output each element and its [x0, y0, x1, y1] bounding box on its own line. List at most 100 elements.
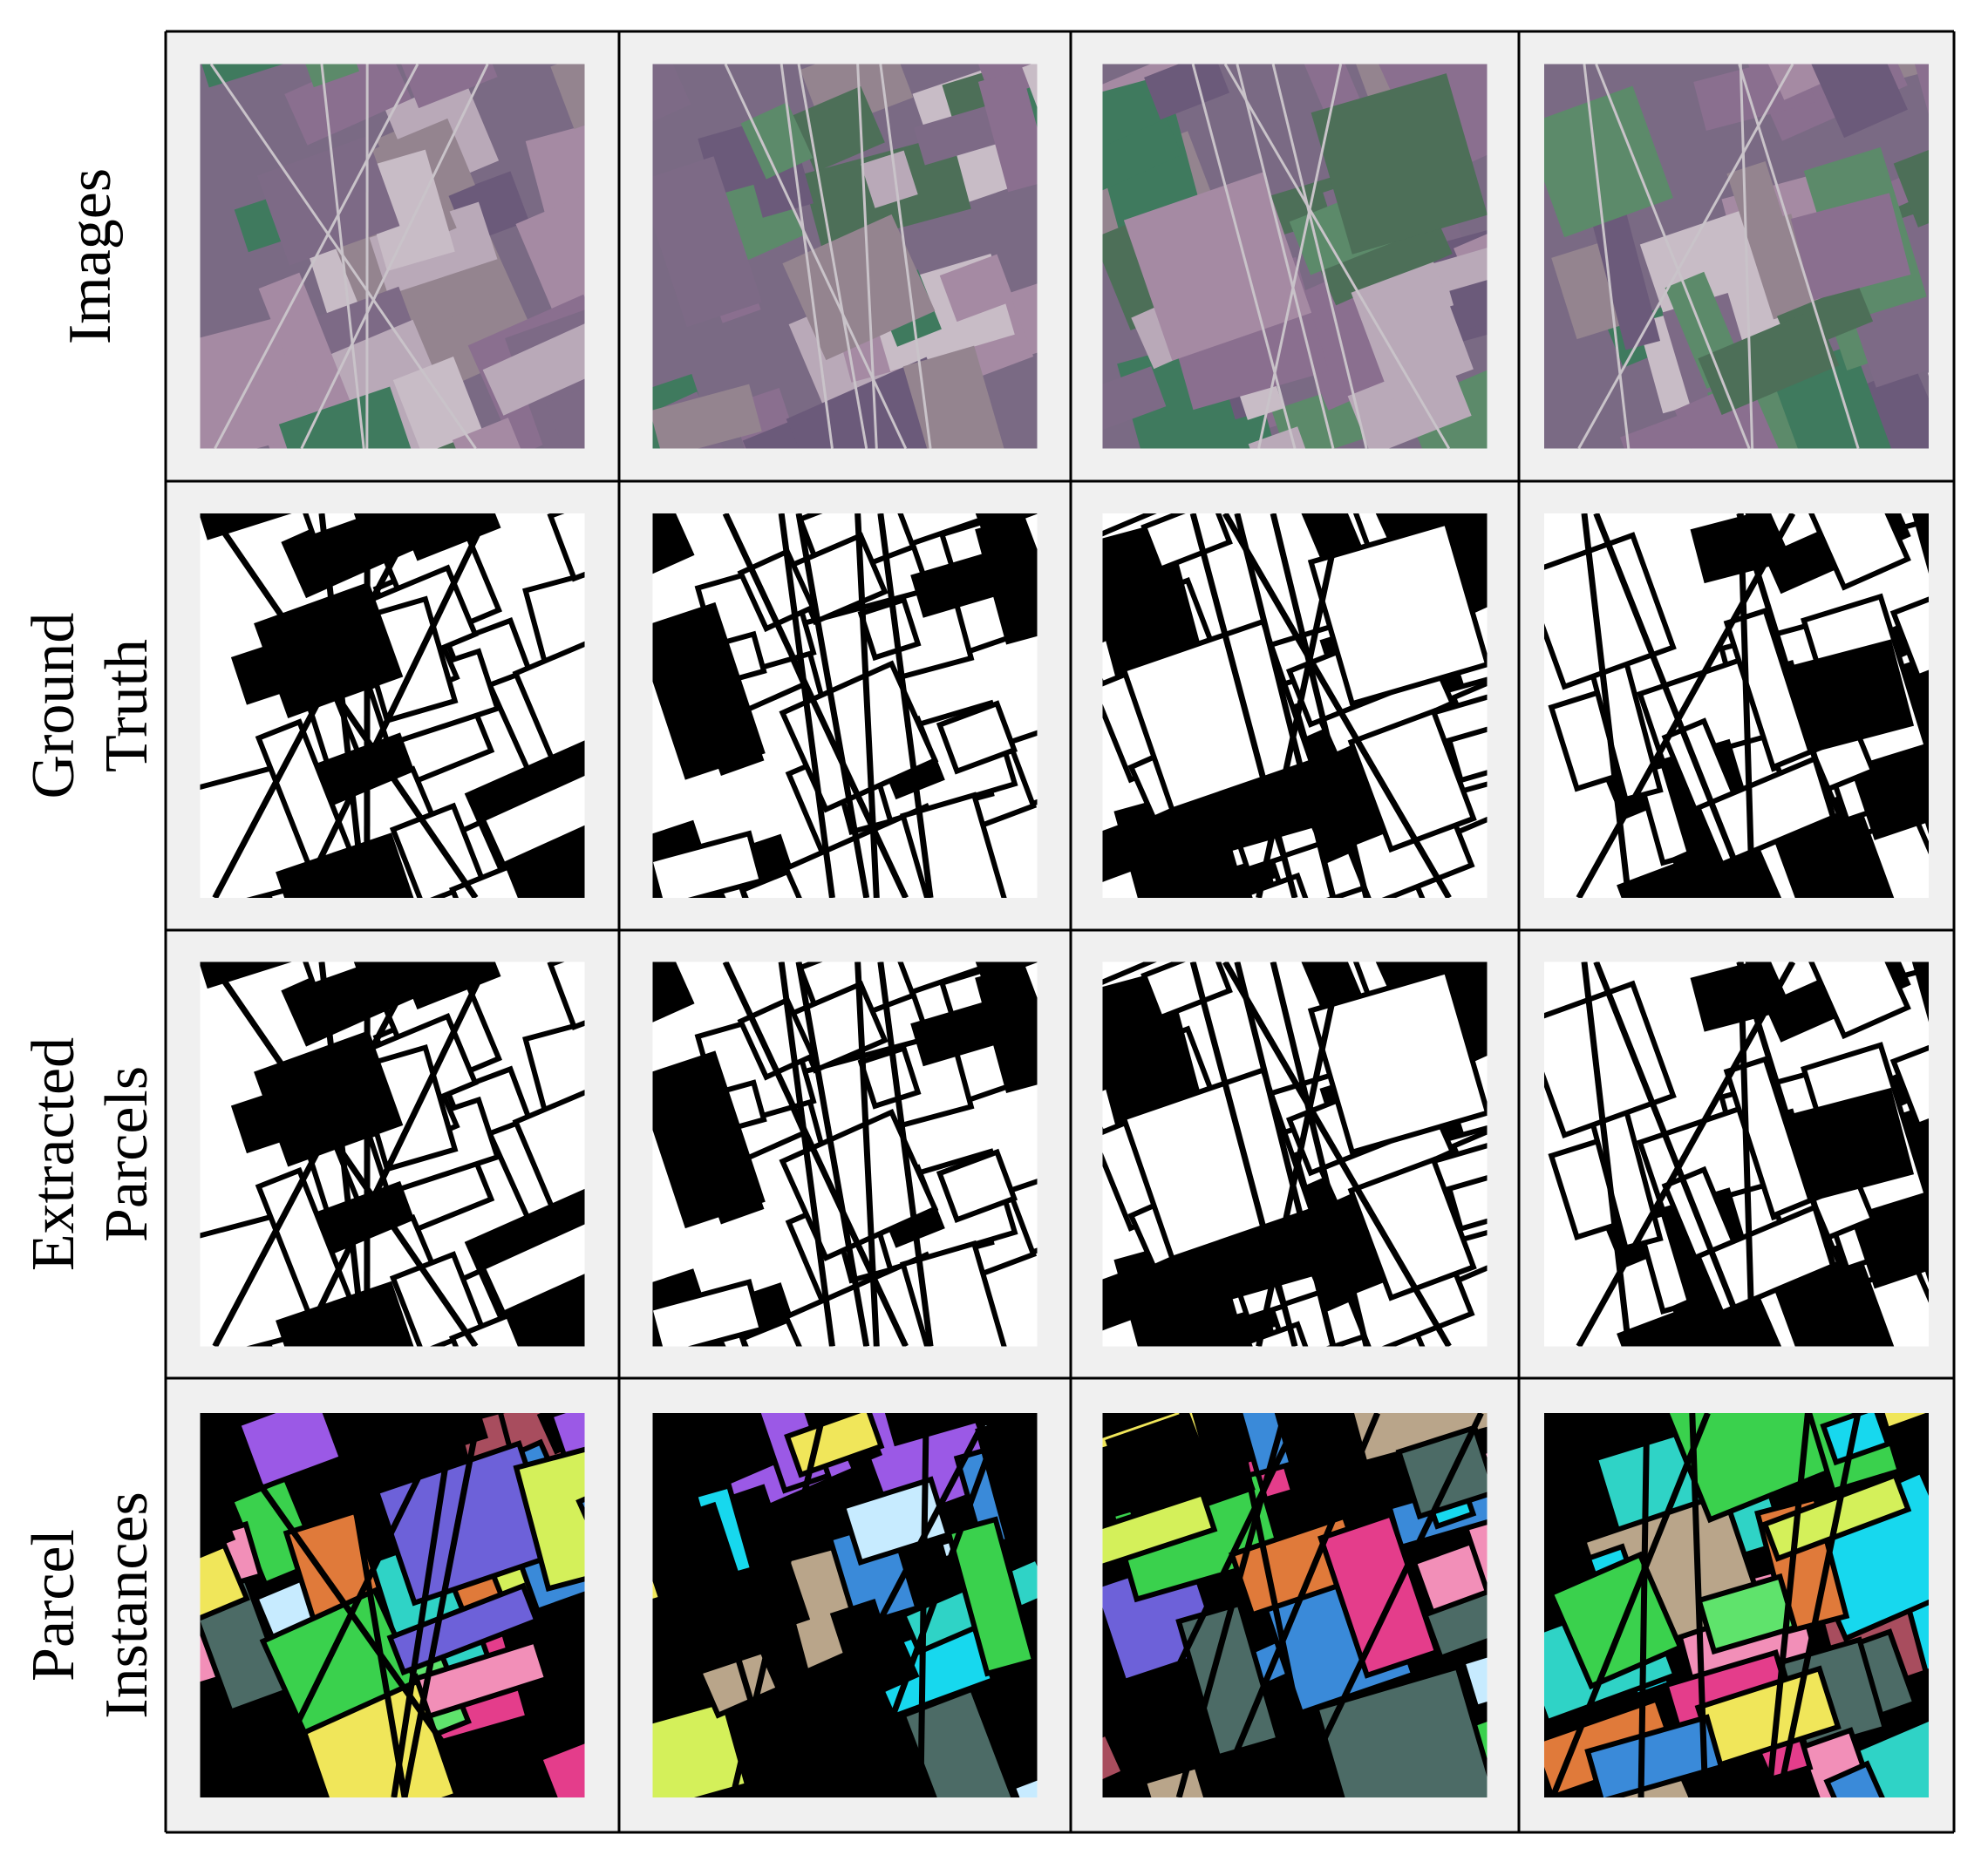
- image-panel: [652, 64, 1038, 449]
- field-boundary: [1234, 513, 1337, 898]
- field: [879, 1413, 1038, 1447]
- field-boundary: [729, 1413, 827, 1797]
- field: [1307, 519, 1488, 707]
- field: [1801, 961, 1911, 1040]
- field-boundary: [877, 961, 934, 1347]
- field: [652, 1697, 751, 1797]
- field: [284, 64, 412, 146]
- row-label: Truth: [93, 639, 160, 772]
- field-boundary: [1189, 513, 1298, 898]
- field-boundary: [214, 64, 419, 449]
- field: [936, 1148, 1018, 1224]
- field-boundary: [1270, 961, 1370, 1347]
- field: [899, 792, 1018, 898]
- field-boundary: [1191, 64, 1297, 449]
- field: [652, 830, 766, 898]
- field-boundary: [1232, 1413, 1318, 1797]
- field: [1351, 262, 1474, 400]
- field: [1102, 564, 1186, 647]
- image-panel: [200, 64, 585, 449]
- field-boundary: [1593, 513, 1753, 898]
- field: [945, 1516, 1038, 1677]
- field: [513, 1444, 585, 1593]
- field-boundary: [1576, 961, 1796, 1347]
- field: [292, 961, 363, 989]
- field: [902, 345, 1015, 449]
- field-boundary: [1256, 961, 1345, 1347]
- field: [1889, 1010, 1929, 1129]
- field: [1694, 1203, 1843, 1316]
- field: [258, 272, 351, 417]
- field: [1770, 343, 1907, 449]
- field-boundary: [1775, 1413, 1862, 1797]
- field-boundary: [212, 961, 421, 1347]
- field-boundary: [1222, 961, 1452, 1347]
- field-boundary: [1215, 1413, 1380, 1797]
- field-boundary: [1577, 64, 1794, 449]
- field: [1835, 1704, 1929, 1797]
- field-boundary: [1257, 64, 1343, 449]
- field: [482, 309, 585, 416]
- field: [1805, 64, 1908, 139]
- field: [899, 1685, 1027, 1797]
- field: [861, 150, 918, 208]
- row-label: Images: [57, 168, 124, 344]
- field-boundary: [917, 1413, 929, 1797]
- field-boundary: [1222, 513, 1452, 898]
- field: [652, 513, 695, 575]
- field: [782, 214, 936, 361]
- field-boundary: [1581, 961, 1632, 1347]
- field: [1449, 265, 1488, 331]
- field: [448, 1312, 532, 1347]
- field: [1175, 1600, 1283, 1761]
- field: [652, 961, 695, 1023]
- field-boundary: [212, 513, 421, 898]
- field: [1102, 1729, 1127, 1794]
- field: [1801, 513, 1911, 591]
- field: [452, 418, 528, 449]
- field: [652, 384, 762, 449]
- image-panel: [1102, 961, 1488, 1347]
- field-boundary: [209, 64, 477, 449]
- field: [1395, 1424, 1488, 1520]
- field: [726, 1733, 812, 1797]
- field: [963, 64, 1038, 102]
- field: [1790, 193, 1911, 301]
- field-boundary: [1236, 64, 1335, 449]
- field: [1123, 172, 1312, 361]
- field: [1347, 708, 1477, 853]
- field: [652, 156, 763, 328]
- field: [1446, 711, 1488, 784]
- field: [1317, 1511, 1440, 1679]
- field: [1102, 812, 1170, 889]
- image-panel: [1544, 64, 1929, 449]
- field: [1889, 562, 1929, 681]
- field: [1761, 64, 1878, 100]
- row-label: Ground: [20, 613, 87, 799]
- field: [1140, 961, 1233, 1022]
- image-panel: [200, 1413, 585, 1797]
- field-boundary: [1739, 64, 1754, 449]
- image-panel: [652, 1413, 1038, 1797]
- field-boundary: [1112, 1413, 1304, 1797]
- image-panel: [1102, 513, 1488, 898]
- field: [652, 601, 766, 780]
- field-boundary: [258, 1413, 453, 1797]
- field: [652, 1050, 766, 1229]
- field-boundary: [1549, 1413, 1711, 1797]
- field: [1014, 1659, 1038, 1761]
- image-panel: [1544, 513, 1929, 898]
- field: [479, 756, 585, 869]
- field-boundary: [1637, 1413, 1651, 1797]
- field: [200, 513, 334, 540]
- field-boundary: [298, 961, 491, 1347]
- image-panel: [1544, 1413, 1929, 1797]
- field: [1584, 1714, 1725, 1797]
- field-boundary: [784, 1413, 991, 1797]
- image-panel: [652, 961, 1038, 1347]
- field: [545, 366, 585, 449]
- field: [1446, 1159, 1488, 1233]
- field: [1248, 426, 1312, 449]
- field-boundary: [298, 513, 491, 898]
